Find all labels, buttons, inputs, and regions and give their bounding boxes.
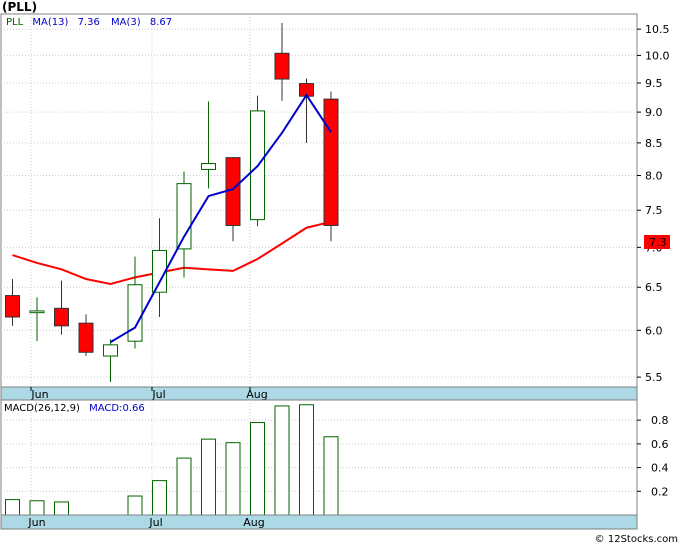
macd-bar — [5, 499, 20, 516]
candle — [201, 101, 216, 189]
macd-bar — [127, 495, 143, 516]
price-y-tick-label: 10.5 — [645, 23, 670, 36]
candle-body-down — [274, 52, 290, 80]
macd-x-tick-label: Jun — [27, 516, 45, 529]
candle — [5, 279, 20, 326]
legend-symbol: PLL — [6, 17, 24, 28]
candle-body-down — [5, 295, 20, 318]
macd-x-tick-label: Jul — [148, 516, 162, 529]
legend-ma3-value: 8.67 — [150, 17, 172, 28]
macd-bars-layer — [5, 404, 339, 516]
candle-body-down — [54, 307, 69, 327]
candle — [127, 256, 143, 349]
macd-legend-value: MACD:0.66 — [89, 403, 145, 414]
legend-ma3-label: MA(3) — [111, 17, 141, 28]
price-y-tick-label: 9.0 — [645, 106, 663, 119]
candle — [274, 23, 290, 101]
legend-ma13-label: MA(13) — [32, 17, 68, 28]
price-y-tick-label: 6.5 — [645, 281, 663, 294]
macd-y-axis: 0.2 0.4 0.6 0.8 — [637, 414, 669, 498]
candle — [323, 91, 339, 242]
candle-body-down — [225, 157, 241, 227]
last-price-tag-label: 7.3 — [649, 236, 667, 249]
ma3-layer — [109, 93, 332, 343]
macd-legend: MACD(26,12,9) MACD:0.66 — [4, 403, 145, 414]
price-y-tick-label: 6.0 — [645, 324, 663, 337]
price-y-axis: 5.56.06.57.07.58.08.59.09.510.010.5 — [637, 23, 670, 384]
candle-body-up — [29, 310, 45, 314]
macd-bar — [299, 404, 314, 516]
macd-y-tick-label: 0.8 — [651, 414, 669, 427]
candle-body-down — [78, 322, 94, 353]
macd-y-tick-label: 0.6 — [651, 438, 669, 451]
macd-bar — [54, 501, 69, 516]
macd-bar — [225, 442, 241, 516]
price-y-tick-label: 8.0 — [645, 169, 663, 182]
macd-bar — [250, 422, 265, 516]
macd-bar — [201, 438, 216, 516]
macd-bar — [29, 500, 45, 516]
candle — [103, 339, 118, 383]
macd-x-axis-band — [0, 514, 638, 530]
macd-x-tick-label: Aug — [243, 516, 264, 529]
price-x-tick-label: Aug — [246, 388, 267, 401]
price-x-tick-label: Jul — [151, 388, 165, 401]
macd-x-axis: Jun Jul Aug — [27, 516, 264, 529]
candle — [152, 218, 167, 318]
ma3-line — [109, 93, 332, 343]
price-x-axis: Jun Jul Aug — [30, 387, 268, 401]
candle-body-up — [127, 284, 143, 342]
last-price-tag — [644, 235, 670, 249]
candle — [29, 297, 45, 342]
price-x-axis-band — [0, 386, 638, 401]
macd-bar — [176, 457, 192, 516]
ma13-line — [12, 220, 332, 285]
candle-body-up — [103, 344, 118, 357]
ma13-layer — [12, 220, 332, 285]
macd-y-tick-label: 0.4 — [651, 462, 669, 475]
price-y-tick-label: 7.5 — [645, 204, 663, 217]
candle — [54, 280, 69, 335]
macd-bar — [152, 480, 167, 516]
candle-body-up — [176, 183, 192, 250]
macd-bar — [274, 405, 290, 516]
price-y-tick-label: 10.0 — [645, 49, 670, 62]
candle-body-up — [201, 163, 216, 170]
price-y-tick-label: 8.5 — [645, 137, 663, 150]
price-x-tick-label: Jun — [30, 388, 48, 401]
price-y-tick-label: 5.5 — [645, 371, 663, 384]
macd-legend-label: MACD(26,12,9) — [4, 403, 80, 414]
price-grid — [1, 14, 637, 387]
macd-y-tick-label: 0.2 — [651, 485, 669, 498]
chart-title: (PLL) — [2, 0, 37, 14]
candle-body-down — [323, 98, 339, 227]
macd-bar — [323, 436, 339, 516]
price-y-tick-label: 9.5 — [645, 77, 663, 90]
legend: PLL MA(13) 7.36 MA(3) 8.67 — [6, 17, 172, 28]
legend-ma13-value: 7.36 — [78, 17, 100, 28]
copyright: © 12Stocks.com — [595, 534, 678, 545]
candle — [78, 314, 94, 357]
